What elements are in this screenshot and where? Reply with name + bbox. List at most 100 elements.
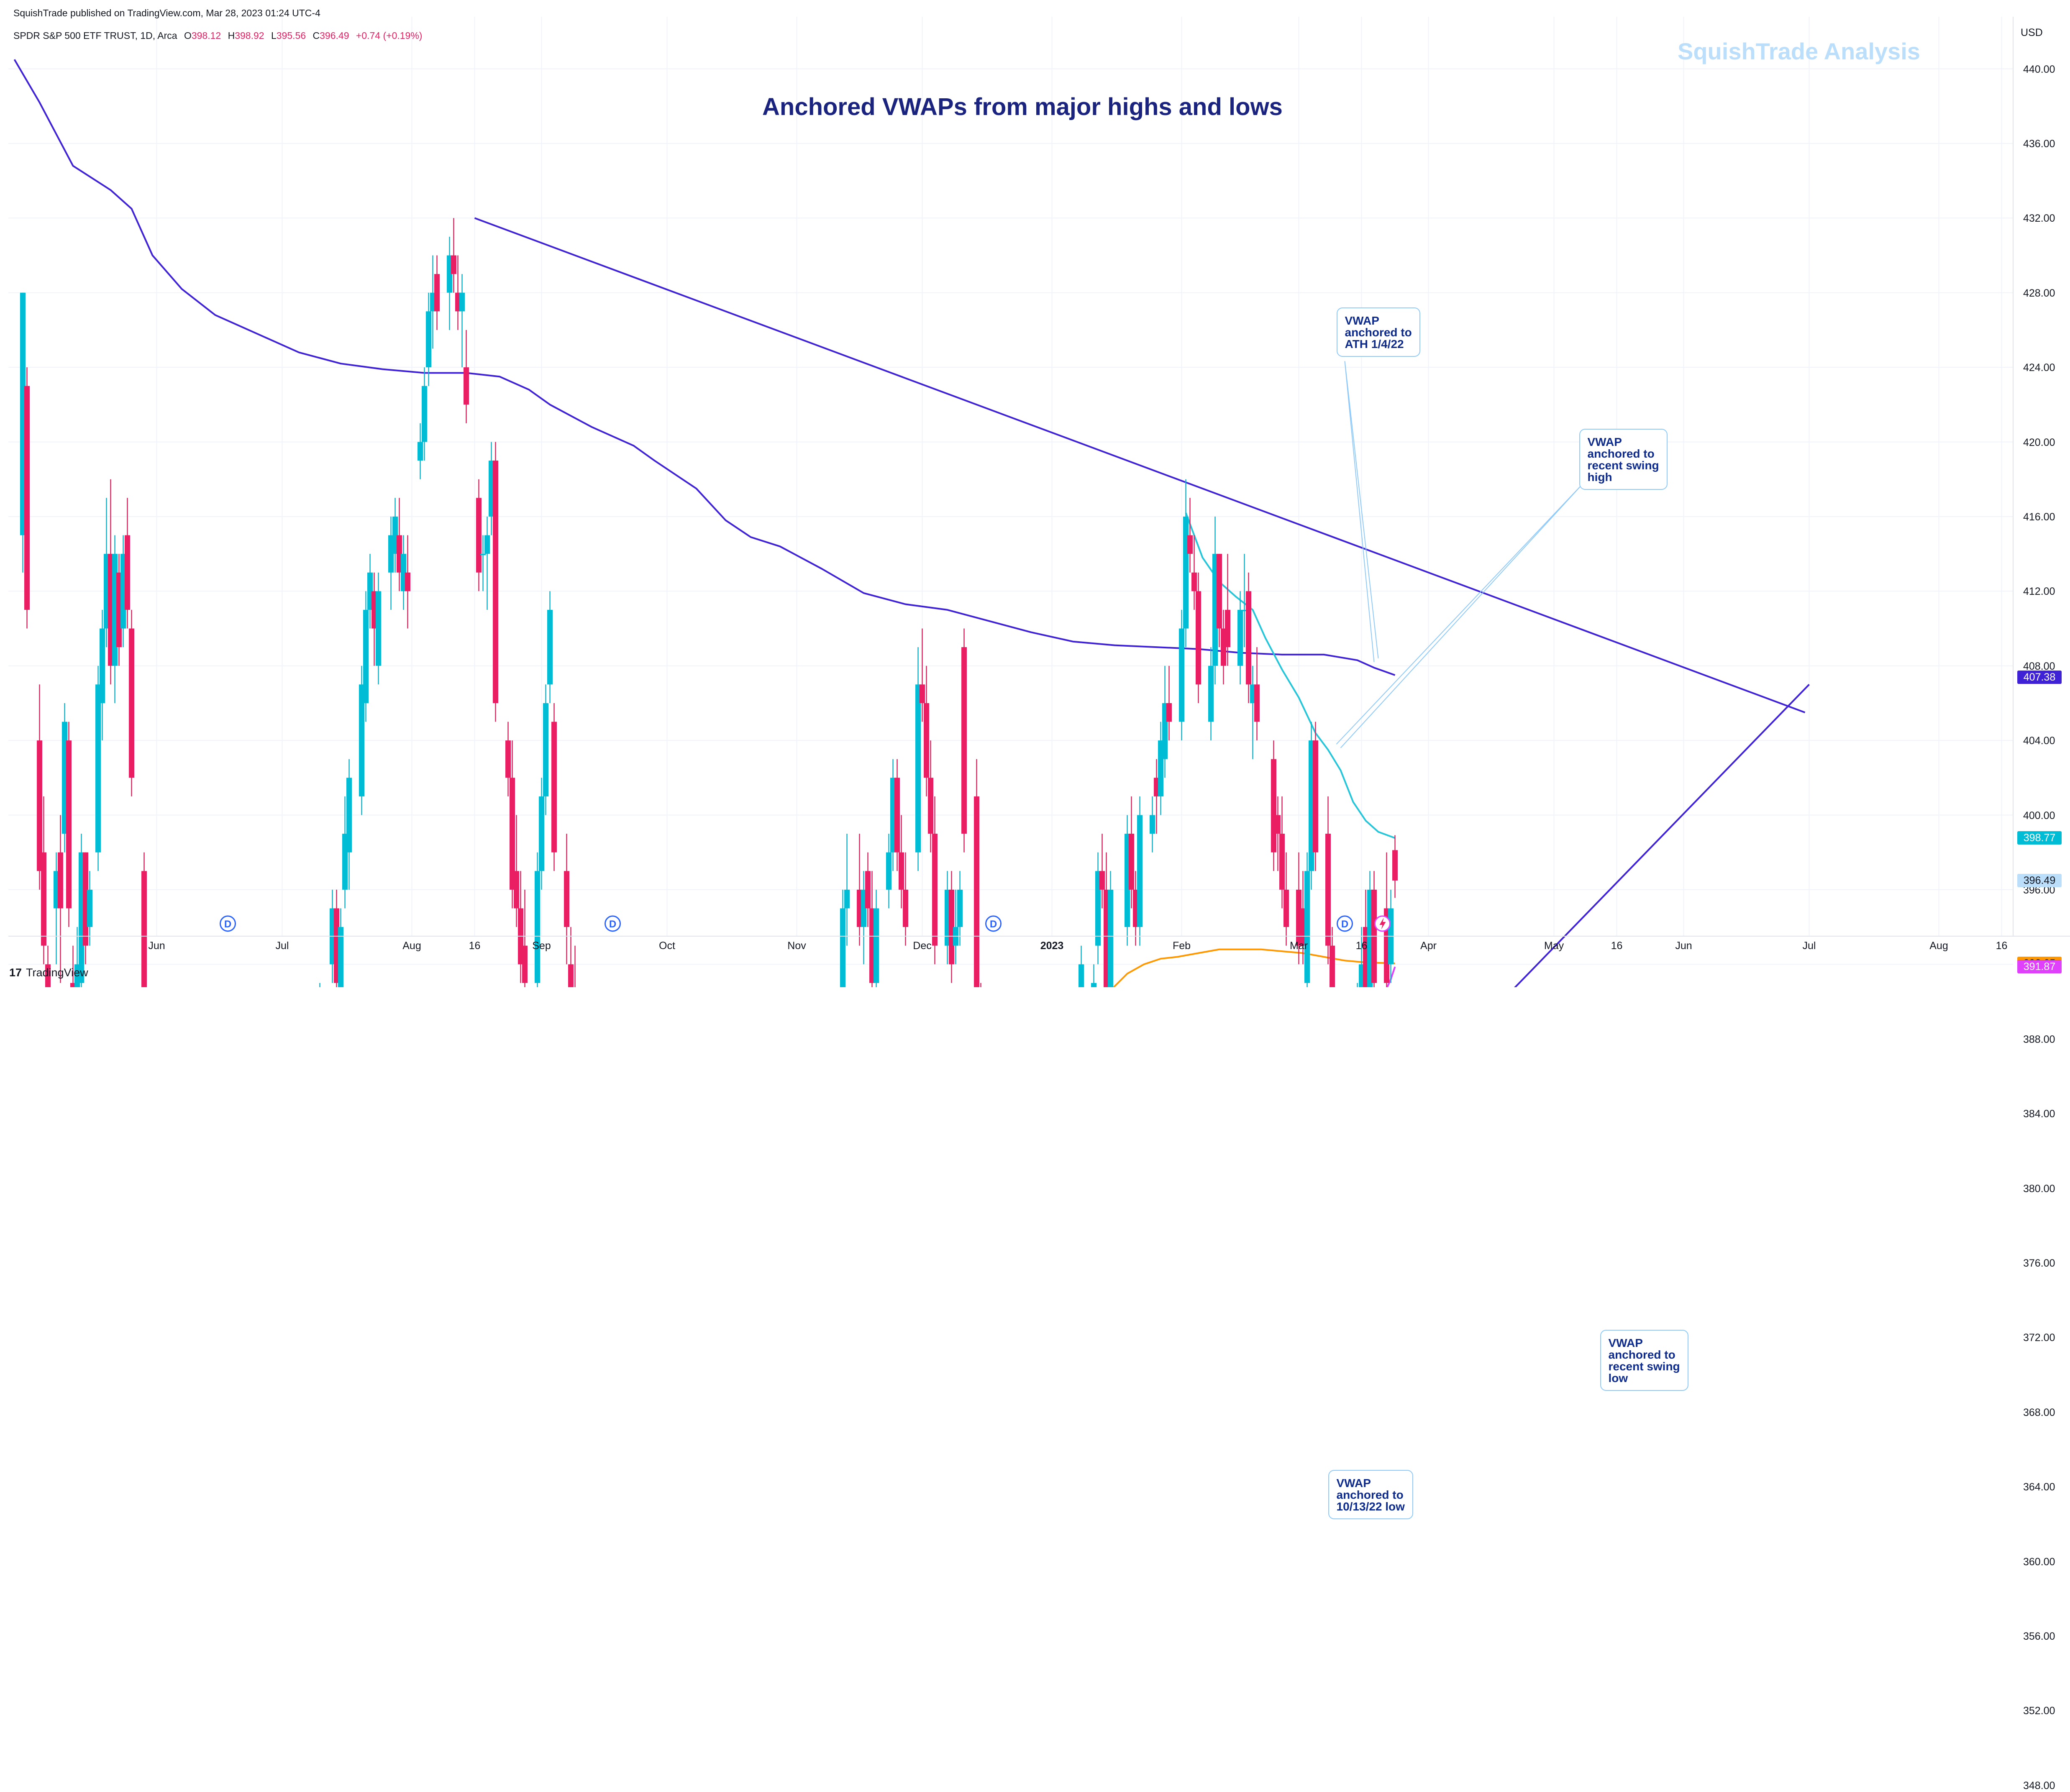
candle-body (100, 628, 105, 703)
candle-body (1162, 703, 1168, 759)
line-uptrend-line (1514, 684, 1810, 987)
candle (401, 535, 406, 610)
candle-body (451, 255, 456, 274)
candle (493, 442, 498, 722)
candle-body (346, 778, 352, 852)
candle (87, 871, 92, 946)
candle (899, 815, 904, 909)
candle-body (1158, 740, 1163, 796)
candle-body (869, 908, 875, 983)
candle-body (1079, 964, 1084, 987)
vwap-callout[interactable]: VWAP anchored to ATH 1/4/22 (1336, 307, 1420, 357)
candle-body (447, 255, 452, 293)
candle-body (104, 554, 109, 629)
candle (857, 834, 862, 946)
candle (1225, 554, 1230, 666)
price-tick-label: 408.00 (2023, 660, 2055, 672)
vwap-callout[interactable]: VWAP anchored to recent swing low (1600, 1330, 1688, 1391)
candle (388, 516, 394, 610)
candle-body (422, 386, 427, 442)
dividend-marker-circle (220, 915, 236, 932)
lightning-bolt-icon (1379, 918, 1386, 929)
candle-body (1242, 609, 1247, 611)
vwap-callout[interactable]: VWAP anchored to recent swing high (1579, 429, 1668, 490)
candle-body (392, 516, 398, 554)
candle (1242, 554, 1247, 648)
time-tick-label: 16 (1355, 940, 1368, 952)
candle (568, 927, 574, 987)
candle-body (1133, 889, 1138, 927)
candle (564, 834, 569, 965)
candles (20, 218, 1398, 987)
candle (844, 834, 850, 946)
candle-body (865, 871, 871, 909)
dividend-marker-label: D (609, 919, 616, 930)
candle-body (505, 740, 511, 778)
candle-body (961, 647, 967, 834)
candle (1296, 852, 1301, 965)
candle (58, 815, 63, 983)
candle (1309, 722, 1314, 890)
candle-body (54, 871, 59, 909)
candle (514, 815, 519, 927)
candle-body (70, 983, 76, 987)
candle (1304, 852, 1310, 987)
candle (104, 498, 109, 648)
candle (95, 666, 101, 871)
high-label: H (228, 30, 235, 41)
candle (915, 647, 921, 871)
candle (1154, 759, 1159, 834)
candle (418, 423, 423, 479)
candle-body (1191, 572, 1197, 591)
candle-body (141, 871, 147, 987)
dividend-marker: D (985, 915, 1002, 932)
candle (346, 759, 352, 890)
annotation-leaders (1336, 361, 1584, 748)
footer[interactable]: 17 TradingView (9, 966, 88, 979)
candle (1279, 796, 1285, 909)
price-tick-label: 368.00 (2023, 1406, 2055, 1418)
candle (405, 535, 410, 629)
candle (141, 852, 147, 987)
candle (974, 759, 979, 987)
candle (1371, 871, 1377, 987)
close-value: 396.49 (320, 30, 349, 41)
watermark: SquishTrade Analysis (1678, 38, 1920, 64)
candle (1246, 572, 1251, 703)
low-value: 395.56 (276, 30, 306, 41)
candle-body (903, 889, 908, 927)
candle (20, 292, 26, 573)
candle-body (551, 722, 557, 852)
candle-body (1330, 945, 1335, 987)
candle (476, 479, 482, 591)
time-tick-label: Feb (1172, 940, 1191, 952)
candle (1221, 609, 1226, 685)
candle (100, 609, 105, 741)
candle (112, 535, 118, 703)
candle-body (58, 852, 63, 909)
candle (480, 535, 486, 591)
candle (459, 274, 465, 368)
vwap-callout[interactable]: VWAP anchored to 10/13/22 low (1328, 1469, 1413, 1519)
symbol-name: SPDR S&P 500 ETF TRUST, 1D, Arca (13, 30, 177, 41)
candle-body (1091, 983, 1096, 987)
candle (120, 535, 126, 648)
price-tick-label: 412.00 (2023, 586, 2055, 598)
candle-body (1150, 815, 1155, 834)
candle (338, 908, 343, 987)
candle-body (1212, 554, 1218, 666)
candle (1187, 498, 1193, 573)
candle (1095, 852, 1101, 965)
candle-body (363, 609, 369, 703)
candle (1196, 572, 1201, 703)
candle (430, 255, 436, 349)
candle (392, 498, 398, 573)
candle (1363, 889, 1368, 987)
price-tick-label: 432.00 (2023, 212, 2055, 225)
candle-body (1363, 927, 1368, 987)
candle-body (1275, 815, 1281, 834)
candle-body (1154, 778, 1159, 796)
candle-body (1313, 740, 1318, 852)
candle-body (915, 684, 921, 852)
